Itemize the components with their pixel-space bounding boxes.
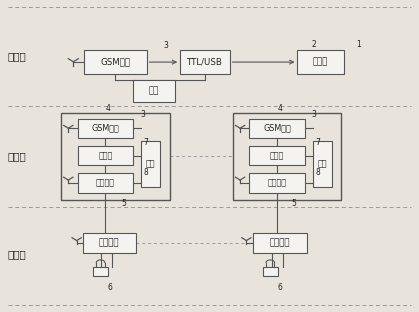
Text: 服务器: 服务器 bbox=[313, 58, 328, 66]
Text: 3: 3 bbox=[163, 41, 168, 50]
Text: GSM模块: GSM模块 bbox=[100, 58, 130, 66]
Bar bbox=[249, 173, 305, 193]
Text: TTL/USB: TTL/USB bbox=[187, 58, 223, 66]
Text: 6: 6 bbox=[277, 283, 282, 292]
Text: 控制器: 控制器 bbox=[98, 151, 113, 160]
Bar bbox=[141, 141, 160, 187]
Text: 电子铅封: 电子铅封 bbox=[99, 239, 119, 247]
Text: 6: 6 bbox=[107, 283, 112, 292]
Bar bbox=[313, 141, 332, 187]
Text: 5: 5 bbox=[291, 199, 296, 208]
Text: 3: 3 bbox=[140, 110, 145, 119]
Text: 蓝牙模块: 蓝牙模块 bbox=[268, 179, 287, 188]
Bar bbox=[133, 80, 175, 102]
Text: 电池: 电池 bbox=[146, 160, 155, 168]
Text: 3: 3 bbox=[312, 110, 317, 119]
Bar bbox=[249, 146, 305, 165]
Text: GSM模块: GSM模块 bbox=[91, 124, 119, 133]
Text: 电源: 电源 bbox=[149, 87, 159, 95]
Text: 监控层: 监控层 bbox=[8, 151, 26, 161]
Bar bbox=[61, 113, 170, 200]
Bar bbox=[297, 50, 344, 74]
Text: 蓝牙模块: 蓝牙模块 bbox=[96, 179, 115, 188]
Bar bbox=[249, 119, 305, 138]
Text: 1: 1 bbox=[356, 40, 361, 49]
Text: 应用层: 应用层 bbox=[8, 51, 26, 61]
Bar bbox=[180, 50, 230, 74]
Text: 设备层: 设备层 bbox=[8, 249, 26, 259]
Bar bbox=[83, 233, 136, 253]
Bar bbox=[84, 50, 147, 74]
Text: 8: 8 bbox=[143, 168, 148, 177]
Text: 电池: 电池 bbox=[318, 160, 327, 168]
Text: 5: 5 bbox=[121, 199, 126, 208]
Bar bbox=[233, 113, 341, 200]
Text: 8: 8 bbox=[315, 168, 320, 177]
Bar bbox=[93, 267, 108, 276]
Text: 7: 7 bbox=[315, 138, 320, 147]
Text: 4: 4 bbox=[106, 104, 111, 113]
Text: 电子铅封: 电子铅封 bbox=[270, 239, 290, 247]
Text: 7: 7 bbox=[143, 138, 148, 147]
Text: GSM模块: GSM模块 bbox=[263, 124, 291, 133]
Bar bbox=[263, 267, 278, 276]
Text: 控制器: 控制器 bbox=[270, 151, 285, 160]
Bar bbox=[78, 119, 133, 138]
Bar bbox=[253, 233, 307, 253]
Bar bbox=[78, 146, 133, 165]
Text: 2: 2 bbox=[311, 40, 316, 49]
Text: 4: 4 bbox=[277, 104, 282, 113]
Bar bbox=[78, 173, 133, 193]
